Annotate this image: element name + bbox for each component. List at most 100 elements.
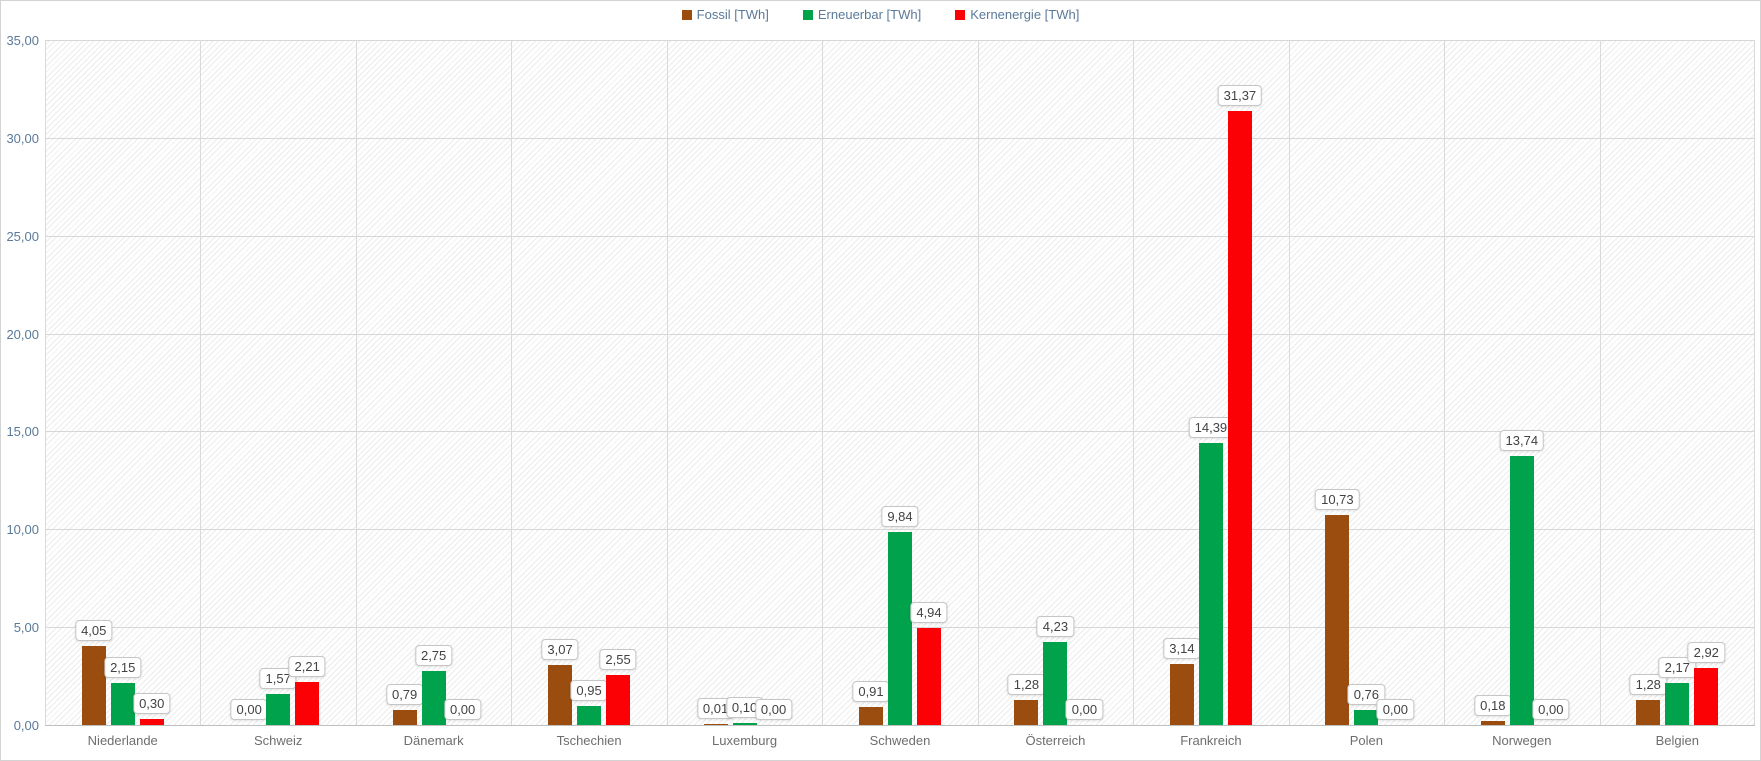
- bar-value-label: 0,00: [1065, 699, 1104, 720]
- bar-fossil-9[interactable]: [1480, 721, 1505, 725]
- bar-value-label: 3,07: [541, 639, 579, 660]
- v-gridline: [978, 40, 979, 725]
- y-axis-tick-label: 35,00: [6, 33, 39, 48]
- x-axis-category-label: Österreich: [1025, 733, 1086, 748]
- x-axis-category-label: Norwegen: [1492, 733, 1552, 748]
- bar-value-label: 4,23: [1036, 616, 1075, 637]
- bar-value-label: 1,57: [259, 668, 297, 689]
- bar-fossil-0[interactable]: [81, 646, 106, 725]
- bar-kernenergie-10[interactable]: [1694, 668, 1719, 725]
- plot-area: 4,05 2,15 0,30 0,00 1,57 2,21 0,79 2,75 0,00 3,07…: [45, 40, 1755, 725]
- bar-erneuerbar-6[interactable]: [1043, 642, 1068, 725]
- x-axis-line: [45, 725, 1755, 726]
- y-axis-tick-label: 15,00: [6, 424, 39, 440]
- v-gridline: [667, 40, 668, 725]
- bar-erneuerbar-7[interactable]: [1198, 443, 1223, 725]
- bar-value-label: 10,73: [1315, 489, 1360, 510]
- x-axis-category-label: Luxemburg: [712, 733, 778, 748]
- bar-value-label: 2,55: [599, 649, 637, 670]
- chart-legend: Fossil [TWh] Erneuerbar [TWh] Kernenergie …: [0, 7, 1761, 22]
- v-gridline: [1600, 40, 1601, 725]
- x-axis-category-label: Dänemark: [403, 733, 464, 748]
- x-axis-category-label: Polen: [1349, 733, 1383, 748]
- bar-value-label: 31,37: [1217, 85, 1263, 106]
- legend-swatch-erneuerbar: [802, 9, 813, 20]
- h-gridline: [45, 431, 1755, 433]
- y-axis-tick-label: 30,00: [6, 130, 39, 146]
- bar-erneuerbar-2[interactable]: [421, 671, 446, 725]
- bar-fossil-10[interactable]: [1636, 700, 1661, 725]
- bar-fossil-6[interactable]: [1014, 700, 1039, 725]
- bar-value-label: 2,75: [414, 645, 453, 666]
- bar-value-label: 0,18: [1474, 695, 1512, 716]
- bar-value-label: 2,92: [1687, 642, 1725, 663]
- bar-kernenergie-0[interactable]: [139, 719, 164, 725]
- bar-fossil-5[interactable]: [859, 707, 883, 725]
- v-gridline: [200, 40, 201, 725]
- bar-value-label: 2,15: [104, 657, 142, 678]
- legend-item-erneuerbar[interactable]: Erneuerbar [TWh]: [802, 7, 922, 22]
- bar-erneuerbar-8[interactable]: [1354, 710, 1379, 725]
- bar-value-label: 0,91: [852, 681, 890, 702]
- bar-value-label: 0,00: [1532, 699, 1570, 720]
- bar-value-label: 0,95: [570, 680, 608, 701]
- bar-kernenergie-7[interactable]: [1227, 111, 1252, 725]
- bar-kernenergie-5[interactable]: [917, 628, 941, 725]
- legend-label: Kernenergie [TWh]: [970, 7, 1080, 22]
- bar-value-label: 2,21: [288, 656, 326, 677]
- v-gridline: [1133, 40, 1134, 725]
- legend-label: Erneuerbar [TWh]: [817, 7, 922, 22]
- y-axis-tick-label: 20,00: [6, 326, 39, 342]
- bar-erneuerbar-1[interactable]: [266, 694, 291, 725]
- bar-value-label: 3,14: [1163, 638, 1201, 659]
- bar-fossil-3[interactable]: [548, 665, 573, 725]
- bar-fossil-8[interactable]: [1325, 515, 1350, 725]
- x-axis-category-label: Schweden: [869, 733, 931, 748]
- bar-value-label: 0,00: [230, 699, 268, 720]
- h-gridline: [45, 235, 1755, 237]
- h-gridline: [45, 333, 1755, 335]
- legend-item-kernenergie[interactable]: Kernenergie [TWh]: [955, 7, 1079, 22]
- y-axis-tick-label: 0,00: [13, 718, 39, 733]
- bar-value-label: 0,76: [1347, 684, 1386, 705]
- bar-erneuerbar-9[interactable]: [1509, 456, 1534, 725]
- bar-erneuerbar-3[interactable]: [577, 706, 602, 725]
- legend-label: Fossil [TWh]: [696, 7, 769, 22]
- bar-value-label: 0,00: [1376, 699, 1415, 720]
- bar-value-label: 2,17: [1658, 657, 1696, 678]
- v-gridline: [822, 40, 823, 725]
- y-axis-tick-label: 5,00: [13, 620, 39, 636]
- legend-swatch-kernenergie: [955, 9, 966, 20]
- bar-value-label: 13,74: [1499, 430, 1545, 451]
- x-axis-category-label: Belgien: [1655, 733, 1699, 748]
- v-gridline: [1754, 40, 1755, 725]
- bar-value-label: 0,79: [385, 684, 424, 705]
- legend-item-fossil[interactable]: Fossil [TWh]: [681, 7, 769, 22]
- bar-fossil-7[interactable]: [1169, 664, 1194, 725]
- bar-erneuerbar-10[interactable]: [1665, 683, 1690, 725]
- bar-value-label: 0,30: [133, 693, 171, 714]
- bar-value-label: 14,39: [1188, 417, 1234, 438]
- bar-erneuerbar-4[interactable]: [732, 723, 757, 725]
- h-gridline: [45, 137, 1755, 139]
- bar-value-label: 4,05: [75, 620, 113, 641]
- bar-kernenergie-3[interactable]: [606, 675, 631, 725]
- bar-erneuerbar-5[interactable]: [888, 532, 912, 725]
- bar-fossil-2[interactable]: [392, 710, 417, 725]
- v-gridline: [1289, 40, 1290, 725]
- h-gridline: [45, 40, 1755, 41]
- bar-fossil-4[interactable]: [703, 724, 728, 725]
- y-axis-tick-label: 25,00: [6, 228, 39, 244]
- x-axis-category-label: Schweiz: [253, 733, 303, 748]
- h-gridline: [45, 529, 1755, 531]
- v-gridline: [45, 40, 46, 725]
- bar-erneuerbar-0[interactable]: [110, 683, 135, 725]
- x-axis-category-label: Niederlande: [87, 733, 158, 748]
- x-axis-category-label: Frankreich: [1180, 733, 1242, 748]
- bar-value-label: 0,00: [754, 699, 793, 720]
- legend-swatch-fossil: [681, 9, 692, 20]
- y-axis-tick-label: 10,00: [6, 522, 39, 538]
- bar-value-label: 1,28: [1007, 674, 1046, 695]
- bar-kernenergie-1[interactable]: [295, 682, 320, 725]
